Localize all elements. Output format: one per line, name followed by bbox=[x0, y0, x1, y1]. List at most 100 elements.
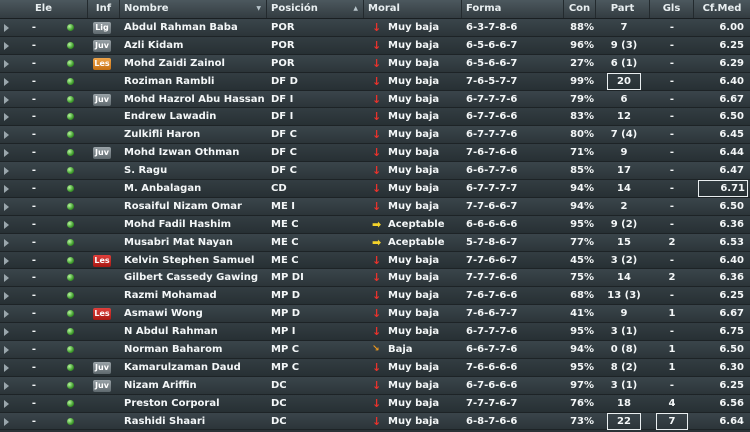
player-name[interactable]: Rashidi Shaari bbox=[124, 415, 206, 427]
expand-arrow-icon[interactable] bbox=[4, 292, 9, 301]
expand-arrow-icon[interactable] bbox=[4, 346, 9, 355]
player-name[interactable]: Musabri Mat Nayan bbox=[124, 236, 233, 248]
col-header-inf[interactable]: Inf bbox=[88, 0, 120, 18]
table-row[interactable]: - Juv Kamarulzaman Daud MP C ↓ Muy baja 7-6-6-… bbox=[0, 358, 750, 377]
table-row[interactable]: - Les Asmawi Wong MP D ↓ Muy baja 7-6-6-7-7 41%… bbox=[0, 305, 750, 324]
col-header-moral[interactable]: Moral bbox=[364, 0, 462, 18]
player-avg-rating: 6.40 bbox=[719, 254, 744, 266]
table-row[interactable]: - Lig Abdul Rahman Baba POR ↓ Muy baja 6-3-7-8… bbox=[0, 19, 750, 37]
player-goals: - bbox=[669, 218, 675, 230]
player-position: ME C bbox=[271, 254, 299, 266]
player-avg-rating: 6.29 bbox=[719, 57, 744, 69]
expand-arrow-icon[interactable] bbox=[4, 131, 9, 140]
player-name[interactable]: Zulkifli Haron bbox=[124, 129, 201, 141]
table-row[interactable]: - Gilbert Cassedy Gawing MP DI ↓ Muy baja 7-7… bbox=[0, 269, 750, 288]
player-name[interactable]: S. Ragu bbox=[124, 165, 168, 177]
expand-arrow-icon[interactable] bbox=[4, 310, 9, 319]
status-dot-icon bbox=[67, 59, 74, 67]
table-row[interactable]: - N Abdul Rahman MP I ↓ Muy baja 6-7-7-7-6 95%… bbox=[0, 323, 750, 342]
table-row[interactable]: - Rashidi Shaari DC ↓ Muy baja 6-8-7-6-6 73% 22… bbox=[0, 412, 750, 431]
expand-arrow-icon[interactable] bbox=[4, 59, 9, 68]
player-goals: - bbox=[669, 165, 675, 177]
expand-arrow-icon[interactable] bbox=[4, 220, 9, 229]
table-row[interactable]: - Les Mohd Zaidi Zainol POR ↓ Muy baja 6-5-6-6… bbox=[0, 54, 750, 73]
player-goals: - bbox=[669, 290, 675, 302]
status-dot-icon bbox=[67, 399, 74, 407]
morale-down-arrow-icon: ↓ bbox=[372, 92, 382, 106]
table-row[interactable]: - Rosaiful Nizam Omar ME I ↓ Muy baja 7-7-6-6… bbox=[0, 197, 750, 216]
player-name[interactable]: Nizam Ariffin bbox=[124, 379, 197, 391]
status-dot-icon bbox=[67, 185, 74, 193]
player-name[interactable]: N Abdul Rahman bbox=[124, 326, 218, 338]
table-row[interactable]: - Roziman Rambli DF D ↓ Muy baja 7-6-5-7-7 99%… bbox=[0, 72, 750, 91]
player-name[interactable]: M. Anbalagan bbox=[124, 183, 202, 195]
player-name[interactable]: Mohd Izwan Othman bbox=[124, 147, 240, 159]
status-dot-icon bbox=[67, 292, 74, 300]
ele-value: - bbox=[31, 290, 37, 302]
ele-value: - bbox=[31, 57, 37, 69]
table-row[interactable]: - Preston Corporal DC ↓ Muy baja 7-7-7-6-7 76%… bbox=[0, 394, 750, 413]
col-header-ele[interactable]: Ele bbox=[0, 0, 88, 18]
player-name[interactable]: Azli Kidam bbox=[124, 39, 184, 51]
col-header-forma[interactable]: Forma bbox=[462, 0, 564, 18]
morale-right-arrow-icon: ➡ bbox=[372, 235, 382, 249]
expand-arrow-icon[interactable] bbox=[4, 381, 9, 390]
table-row[interactable]: - Juv Azli Kidam POR ↓ Muy baja 6-5-6-6-7 96% 9 … bbox=[0, 36, 750, 55]
table-row[interactable]: - Les Kelvin Stephen Samuel ME C ↓ Muy baja 7-… bbox=[0, 251, 750, 270]
col-header-cfmed[interactable]: Cf.Med bbox=[702, 3, 742, 14]
expand-arrow-icon[interactable] bbox=[4, 274, 9, 283]
col-header-nombre[interactable]: Nombre ▼ bbox=[120, 0, 267, 18]
player-name[interactable]: Norman Baharom bbox=[124, 344, 223, 356]
player-name[interactable]: Roziman Rambli bbox=[124, 75, 215, 87]
expand-arrow-icon[interactable] bbox=[4, 77, 9, 86]
morale-down-arrow-icon: ↓ bbox=[372, 56, 382, 70]
table-row[interactable]: - Musabri Mat Nayan ME C ➡ Aceptable 5-7-8-6-… bbox=[0, 233, 750, 252]
table-row[interactable]: - Juv Mohd Izwan Othman DF C ↓ Muy baja 7-6-7-… bbox=[0, 144, 750, 163]
expand-arrow-icon[interactable] bbox=[4, 24, 9, 32]
expand-arrow-icon[interactable] bbox=[4, 185, 9, 194]
expand-arrow-icon[interactable] bbox=[4, 328, 9, 337]
expand-arrow-icon[interactable] bbox=[4, 167, 9, 176]
player-name[interactable]: Kelvin Stephen Samuel bbox=[124, 254, 255, 266]
table-row[interactable]: - Razmi Mohamad MP D ↓ Muy baja 7-6-7-6-6 68% 1… bbox=[0, 287, 750, 306]
player-condition: 95% bbox=[570, 326, 594, 338]
col-header-con[interactable]: Con bbox=[564, 0, 596, 18]
player-name[interactable]: Endrew Lawadin bbox=[124, 111, 217, 123]
table-row[interactable]: - Juv Nizam Ariffin DC ↓ Muy baja 6-7-6-6-6 97%… bbox=[0, 376, 750, 395]
table-row[interactable]: - M. Anbalagan CD ↓ Muy baja 6-7-7-7-7 94% 14 - 6… bbox=[0, 180, 750, 198]
table-row[interactable]: - S. Ragu DF C ↓ Muy baja 6-6-7-7-6 85% 17 - 6.47 bbox=[0, 162, 750, 181]
player-position: MP C bbox=[271, 344, 300, 356]
expand-arrow-icon[interactable] bbox=[4, 95, 9, 104]
table-row[interactable]: - Juv Mohd Hazrol Abu Hassan DF I ↓ Muy baja 6… bbox=[0, 90, 750, 109]
player-name[interactable]: Kamarulzaman Daud bbox=[124, 361, 241, 373]
table-row[interactable]: - Endrew Lawadin DF I ↓ Muy baja 6-7-7-6-6 83%… bbox=[0, 108, 750, 127]
player-name[interactable]: Asmawi Wong bbox=[124, 308, 203, 320]
player-name[interactable]: Mohd Hazrol Abu Hassan bbox=[124, 93, 265, 105]
ele-value: - bbox=[31, 326, 37, 338]
col-header-gls[interactable]: Gls bbox=[650, 0, 694, 18]
player-name[interactable]: Preston Corporal bbox=[124, 397, 220, 409]
expand-arrow-icon[interactable] bbox=[4, 399, 9, 408]
table-row[interactable]: - Mohd Fadil Hashim ME C ➡ Aceptable 6-6-6-6-… bbox=[0, 215, 750, 234]
player-name[interactable]: Abdul Rahman Baba bbox=[124, 22, 238, 33]
table-row[interactable]: - Zulkifli Haron DF C ↓ Muy baja 6-7-7-7-6 80%… bbox=[0, 126, 750, 145]
player-name[interactable]: Razmi Mohamad bbox=[124, 290, 217, 302]
player-name[interactable]: Mohd Zaidi Zainol bbox=[124, 57, 225, 69]
expand-arrow-icon[interactable] bbox=[4, 256, 9, 265]
player-goals: - bbox=[669, 75, 675, 87]
player-name[interactable]: Gilbert Cassedy Gawing bbox=[124, 272, 259, 284]
player-goals: 2 bbox=[668, 272, 676, 284]
expand-arrow-icon[interactable] bbox=[4, 113, 9, 122]
player-name[interactable]: Rosaiful Nizam Omar bbox=[124, 200, 242, 212]
expand-arrow-icon[interactable] bbox=[4, 238, 9, 247]
expand-arrow-icon[interactable] bbox=[4, 149, 9, 158]
expand-arrow-icon[interactable] bbox=[4, 41, 9, 50]
col-header-part[interactable]: Part bbox=[596, 0, 650, 18]
player-name[interactable]: Mohd Fadil Hashim bbox=[124, 218, 232, 230]
expand-arrow-icon[interactable] bbox=[4, 202, 9, 211]
col-header-posicion[interactable]: Posición ▲ bbox=[267, 0, 364, 18]
player-morale: Muy baja bbox=[388, 147, 440, 159]
expand-arrow-icon[interactable] bbox=[4, 417, 9, 426]
table-row[interactable]: - Norman Baharom MP C ↘ Baja 6-6-7-7-6 94% 0 (8… bbox=[0, 341, 750, 359]
expand-arrow-icon[interactable] bbox=[4, 363, 9, 372]
